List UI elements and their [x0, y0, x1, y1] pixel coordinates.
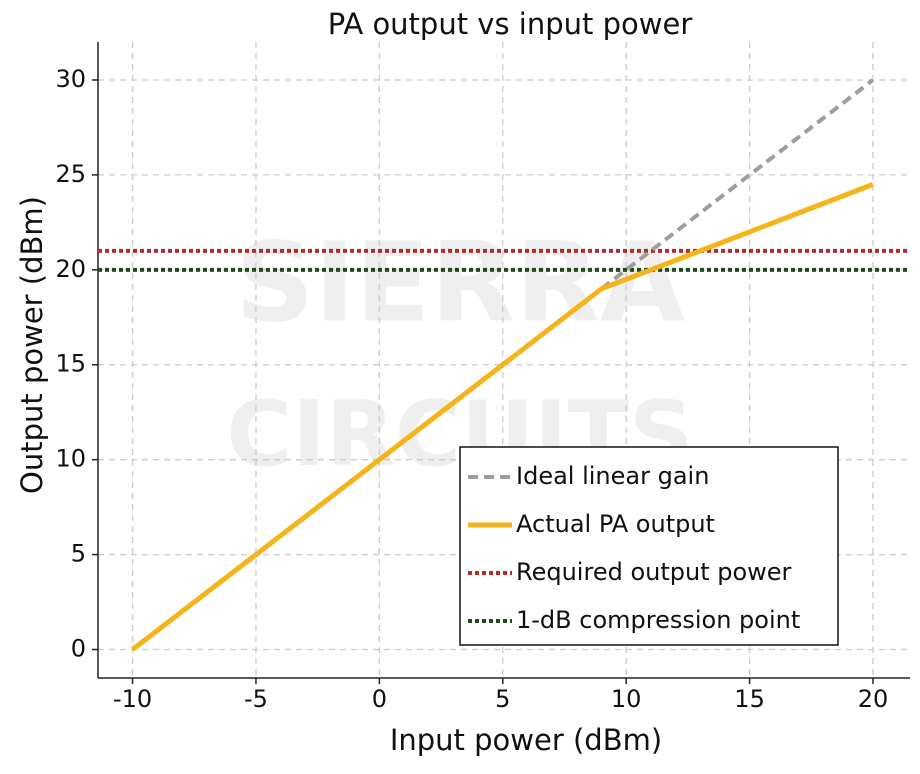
y-tick-label: 20 [55, 255, 86, 283]
legend-box [459, 446, 839, 646]
x-tick-label: 10 [611, 685, 642, 713]
x-tick-label: 5 [495, 685, 510, 713]
y-axis-label: Output power (dBm) [15, 196, 49, 494]
series-line [131, 182, 874, 652]
legend-label: Actual PA output [516, 510, 715, 538]
legend-label: Required output power [516, 558, 792, 586]
y-tick-label: 15 [55, 350, 86, 378]
x-tick-label: 0 [372, 685, 387, 713]
y-tick-label: 25 [55, 160, 86, 188]
legend-label: Ideal linear gain [516, 462, 709, 490]
y-tick-label: 30 [55, 65, 86, 93]
y-tick-label: 5 [71, 540, 86, 568]
x-tick-label: -5 [244, 685, 268, 713]
legend-label: 1-dB compression point [516, 606, 800, 634]
x-tick-label: -10 [113, 685, 152, 713]
chart-title: PA output vs input power [328, 7, 693, 41]
y-tick-label: 10 [55, 445, 86, 473]
watermark: SIERRA [235, 218, 685, 346]
x-axis-label: Input power (dBm) [390, 723, 662, 757]
y-tick-label: 0 [71, 635, 86, 663]
x-tick-label: 20 [858, 685, 889, 713]
x-tick-label: 15 [734, 685, 765, 713]
